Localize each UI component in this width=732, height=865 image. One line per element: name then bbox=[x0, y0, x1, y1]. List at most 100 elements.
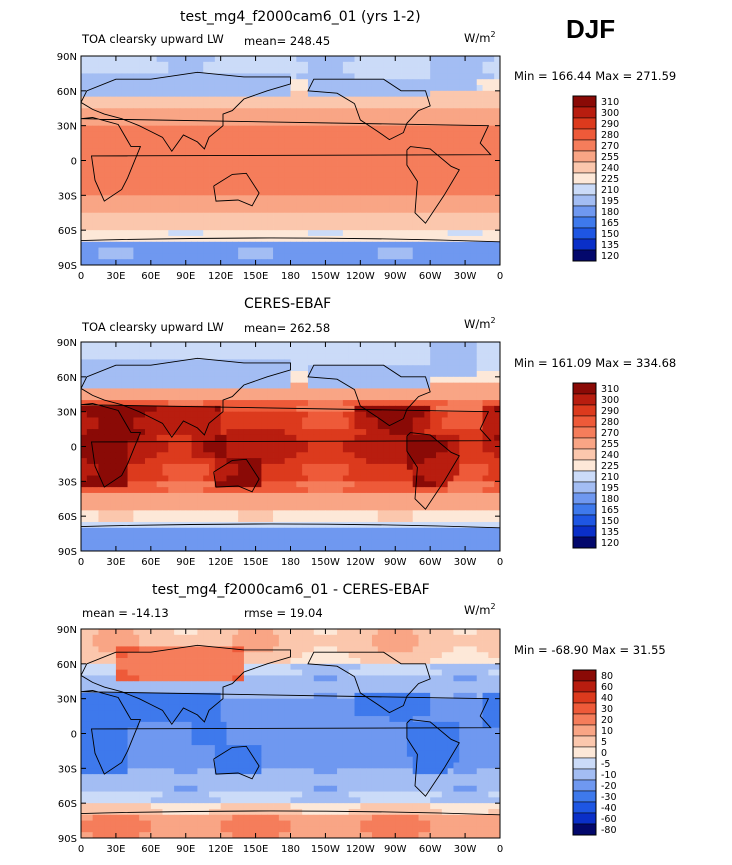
panel3-xtick-label: 0 bbox=[78, 844, 84, 855]
panel3-coastline bbox=[213, 745, 260, 780]
panel1-colorbar-label: 135 bbox=[601, 240, 619, 251]
panel1-coastline bbox=[213, 172, 260, 207]
panel3-coastline bbox=[80, 690, 492, 775]
panel3-colorbar-swatch bbox=[572, 823, 597, 836]
panel3-colorbar-swatch bbox=[572, 779, 597, 792]
panel3-xtick-label: 150W bbox=[311, 844, 340, 855]
panel1-minmax: Min = 166.44 Max = 271.59 bbox=[514, 69, 677, 83]
panel2-colorbar-label: 255 bbox=[601, 439, 619, 450]
panel3-xtick-label: 60E bbox=[141, 844, 160, 855]
panel3-map: 0 30E 60E 90E 120E 150E 180 150W 120W 90W 60W 30W 09… bbox=[57, 625, 503, 855]
panel1-colorbar-label: 255 bbox=[601, 152, 619, 163]
panel1-variable-label: TOA clearsky upward LW bbox=[82, 32, 224, 46]
panel3-colorbar-swatch bbox=[572, 768, 597, 781]
panel1-map: 0 30E 60E 90E 120E 150E 180 150W 120W 90W 60W 30W 09… bbox=[57, 52, 503, 282]
panel3-ytick-label: 30S bbox=[58, 764, 77, 775]
panel2-colorbar-swatch bbox=[572, 382, 597, 395]
panel1-xtick-label: 30W bbox=[454, 271, 477, 282]
panel1-colorbar-swatch bbox=[572, 216, 597, 229]
panel1-colorbar-label: 210 bbox=[601, 185, 619, 196]
panel1-ytick-label: 60S bbox=[58, 226, 77, 237]
panel3-xtick-label: 150E bbox=[243, 844, 268, 855]
panel2-colorbar-label: 150 bbox=[601, 516, 619, 527]
panel3-coastline bbox=[307, 651, 431, 714]
panel3-colorbar-label: 10 bbox=[601, 726, 613, 737]
panel1-coastline bbox=[80, 117, 492, 202]
panel1-ytick-label: 30N bbox=[57, 122, 77, 133]
panel1-colorbar-label: 120 bbox=[601, 251, 619, 262]
panel1-xtick-label: 150E bbox=[243, 271, 268, 282]
panel1-colorbar-label: 280 bbox=[601, 130, 619, 141]
panel3-colorbar-swatch bbox=[572, 801, 597, 814]
panel2-units: W/m2 bbox=[464, 316, 496, 331]
panel3-colorbar-label: 5 bbox=[601, 737, 607, 748]
panel2-xtick-label: 120E bbox=[208, 557, 233, 568]
panel2-ytick-label: 0 bbox=[71, 443, 77, 454]
panel3-minmax: Min = -68.90 Max = 31.55 bbox=[514, 643, 666, 657]
panel2-colorbar-label: 120 bbox=[601, 538, 619, 549]
panel1-colorbar-label: 310 bbox=[601, 97, 619, 108]
panel2-variable-label: TOA clearsky upward LW bbox=[82, 320, 224, 334]
panel2-colorbar-swatch bbox=[572, 426, 597, 439]
panel2-colorbar-label: 240 bbox=[601, 450, 619, 461]
panel1-ytick-label: 60N bbox=[57, 87, 77, 98]
panel2-colorbar-label: 270 bbox=[601, 428, 619, 439]
panel2-xtick-label: 0 bbox=[497, 557, 503, 568]
panel3-colorbar-swatch bbox=[572, 746, 597, 759]
panel1-colorbar-label: 165 bbox=[601, 218, 619, 229]
panel3-ytick-label: 90S bbox=[58, 834, 77, 845]
panel1-mean-label: mean= 248.45 bbox=[244, 34, 331, 48]
panel1-xtick-label: 120E bbox=[208, 271, 233, 282]
panel1-colorbar-swatch bbox=[572, 95, 597, 108]
panel1-colorbar-swatch bbox=[572, 150, 597, 163]
panel2-ytick-label: 60S bbox=[58, 512, 77, 523]
panel2-colorbar-swatch bbox=[572, 503, 597, 516]
season-label: DJF bbox=[566, 14, 616, 44]
panel2-colorbar-swatch bbox=[572, 404, 597, 417]
panel2-colorbar-swatch bbox=[572, 514, 597, 527]
panel2-xtick-label: 30W bbox=[454, 557, 477, 568]
panel1-colorbar-swatch bbox=[572, 172, 597, 185]
panel2-mean-label: mean= 262.58 bbox=[244, 321, 331, 335]
panel2-ytick-label: 90N bbox=[57, 338, 77, 349]
panel1-coastline bbox=[406, 146, 460, 224]
panel3-ytick-label: 90N bbox=[57, 625, 77, 636]
panel3-colorbar-label: -5 bbox=[601, 759, 610, 770]
panel3-units: W/m2 bbox=[464, 602, 496, 617]
panel2-coastline bbox=[213, 458, 260, 493]
panel2-xtick-label: 0 bbox=[78, 557, 84, 568]
panel1-coastline bbox=[80, 71, 291, 152]
panel3-colorbar-swatch bbox=[572, 702, 597, 715]
panel3-ytick-label: 30N bbox=[57, 695, 77, 706]
panel1-colorbar: 3103002902802702552402252101951801651501… bbox=[572, 95, 619, 262]
panel2-xtick-label: 120W bbox=[346, 557, 375, 568]
panel1-title: test_mg4_f2000cam6_01 (yrs 1-2) bbox=[180, 9, 421, 25]
panel1-colorbar-label: 240 bbox=[601, 163, 619, 174]
panel2-colorbar-label: 165 bbox=[601, 505, 619, 516]
panel1-colorbar-swatch bbox=[572, 183, 597, 196]
panel1-colorbar-label: 290 bbox=[601, 119, 619, 130]
panel1-colorbar-swatch bbox=[572, 238, 597, 251]
panel2-colorbar-swatch bbox=[572, 536, 597, 549]
panel3-xtick-label: 30E bbox=[106, 844, 125, 855]
panel3-mean-label: mean = -14.13 bbox=[82, 606, 169, 620]
panel1-colorbar-label: 270 bbox=[601, 141, 619, 152]
panel3-xtick-label: 0 bbox=[497, 844, 503, 855]
panel3-colorbar-label: -80 bbox=[601, 825, 617, 836]
panel1-ytick-label: 30S bbox=[58, 191, 77, 202]
panel3-colorbar-label: -10 bbox=[601, 770, 617, 781]
panel2-colorbar-swatch bbox=[572, 492, 597, 505]
panel2-colorbar-label: 290 bbox=[601, 406, 619, 417]
panel3-colorbar-swatch bbox=[572, 691, 597, 704]
panel3-colorbar-swatch bbox=[572, 669, 597, 682]
panel1-xtick-label: 150W bbox=[311, 271, 340, 282]
panel2-colorbar-swatch bbox=[572, 415, 597, 428]
panel2-xtick-label: 90E bbox=[176, 557, 195, 568]
panel1-colorbar-label: 180 bbox=[601, 207, 619, 218]
panel3-ytick-label: 60S bbox=[58, 799, 77, 810]
panel1-xtick-label: 0 bbox=[497, 271, 503, 282]
panel2-xtick-label: 60W bbox=[419, 557, 442, 568]
panel3-xtick-label: 30W bbox=[454, 844, 477, 855]
